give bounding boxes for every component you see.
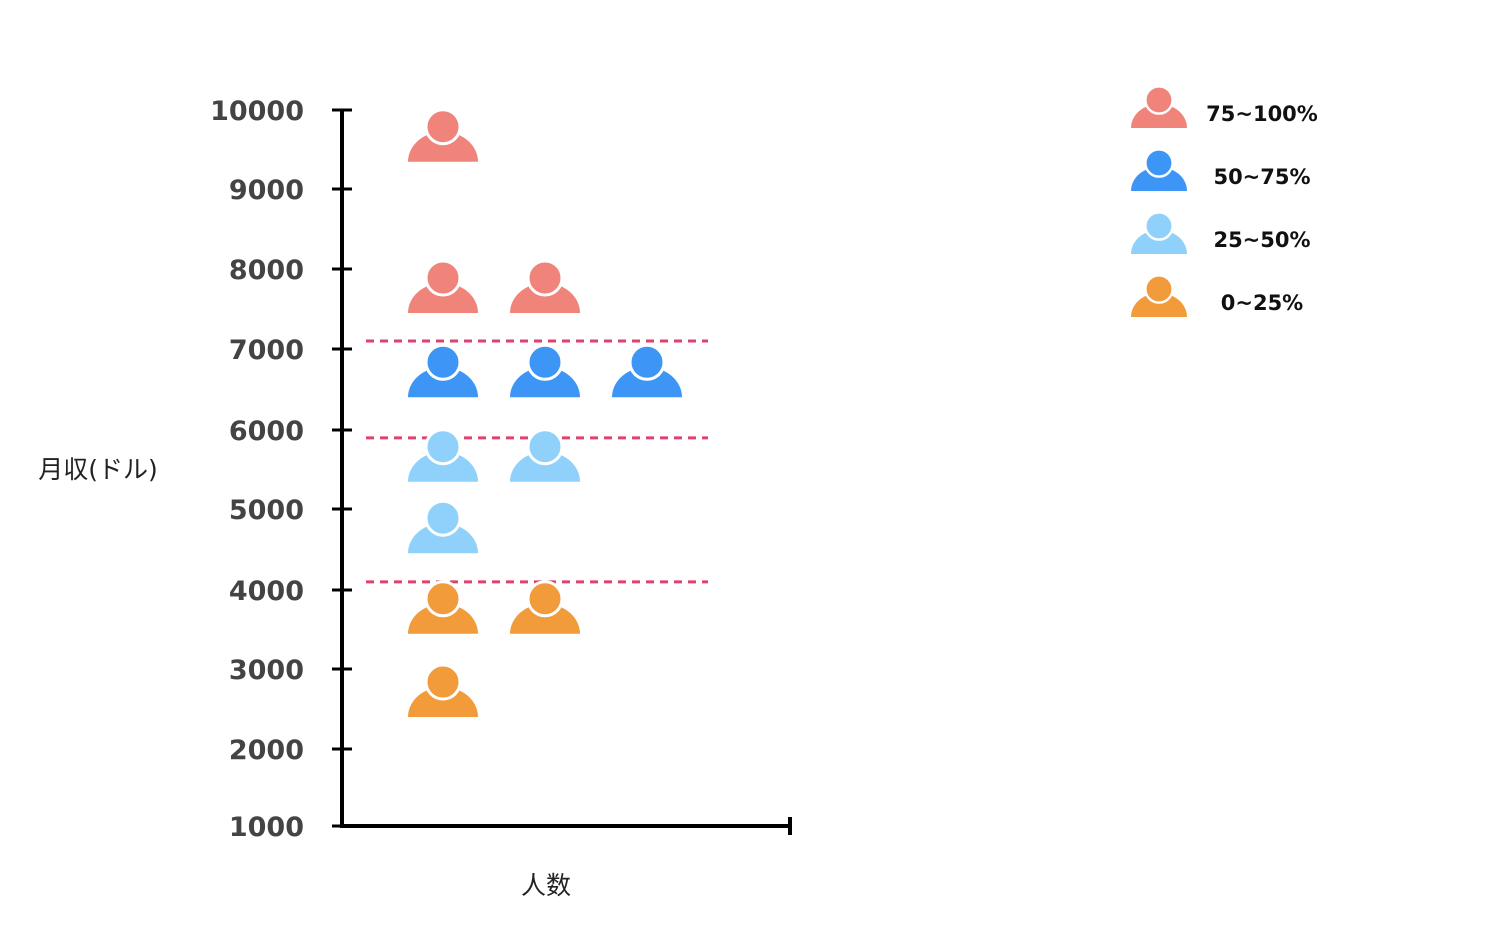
y-tick-label: 1000 (229, 812, 304, 843)
legend-label: 0~25% (1221, 291, 1303, 315)
y-axis-ticks: 10000 9000 8000 7000 6000 5000 4000 3000 2000 100… (210, 96, 352, 843)
y-tick-label: 2000 (229, 735, 304, 766)
y-tick-label: 8000 (229, 255, 304, 286)
person-markers (408, 108, 682, 717)
person-marker (510, 259, 580, 313)
legend-person-icon (1131, 148, 1187, 191)
legend-person-icon (1131, 211, 1187, 254)
person-marker (408, 343, 478, 398)
legend-person-icon (1131, 274, 1187, 317)
y-tick-label: 6000 (229, 416, 304, 447)
person-marker (408, 108, 478, 162)
legend-item: 50~75% (1131, 148, 1311, 191)
person-marker (408, 580, 478, 634)
person-marker (510, 580, 580, 634)
x-axis-title: 人数 (521, 871, 571, 900)
legend: 75~100% 50~75% 25~50% 0~25% (1131, 85, 1318, 317)
legend-item: 25~50% (1131, 211, 1311, 254)
person-marker (408, 428, 478, 482)
person-marker (408, 663, 478, 717)
legend-label: 25~50% (1213, 228, 1310, 252)
legend-label: 50~75% (1213, 165, 1310, 189)
person-marker (510, 343, 580, 398)
person-marker (408, 259, 478, 313)
legend-item: 0~25% (1131, 274, 1303, 317)
y-tick-label: 5000 (229, 495, 304, 526)
y-tick-label: 3000 (229, 655, 304, 686)
person-marker (408, 499, 478, 554)
person-marker (510, 428, 580, 482)
y-tick-label: 4000 (229, 576, 304, 607)
legend-item: 75~100% (1131, 85, 1318, 128)
y-axis-title: 月収(ドル) (38, 455, 158, 484)
legend-person-icon (1131, 85, 1187, 128)
y-tick-label: 9000 (229, 175, 304, 206)
y-tick-label: 10000 (210, 96, 304, 127)
legend-label: 75~100% (1206, 102, 1318, 126)
person-marker (612, 343, 682, 398)
axes (340, 110, 792, 835)
y-tick-label: 7000 (229, 335, 304, 366)
